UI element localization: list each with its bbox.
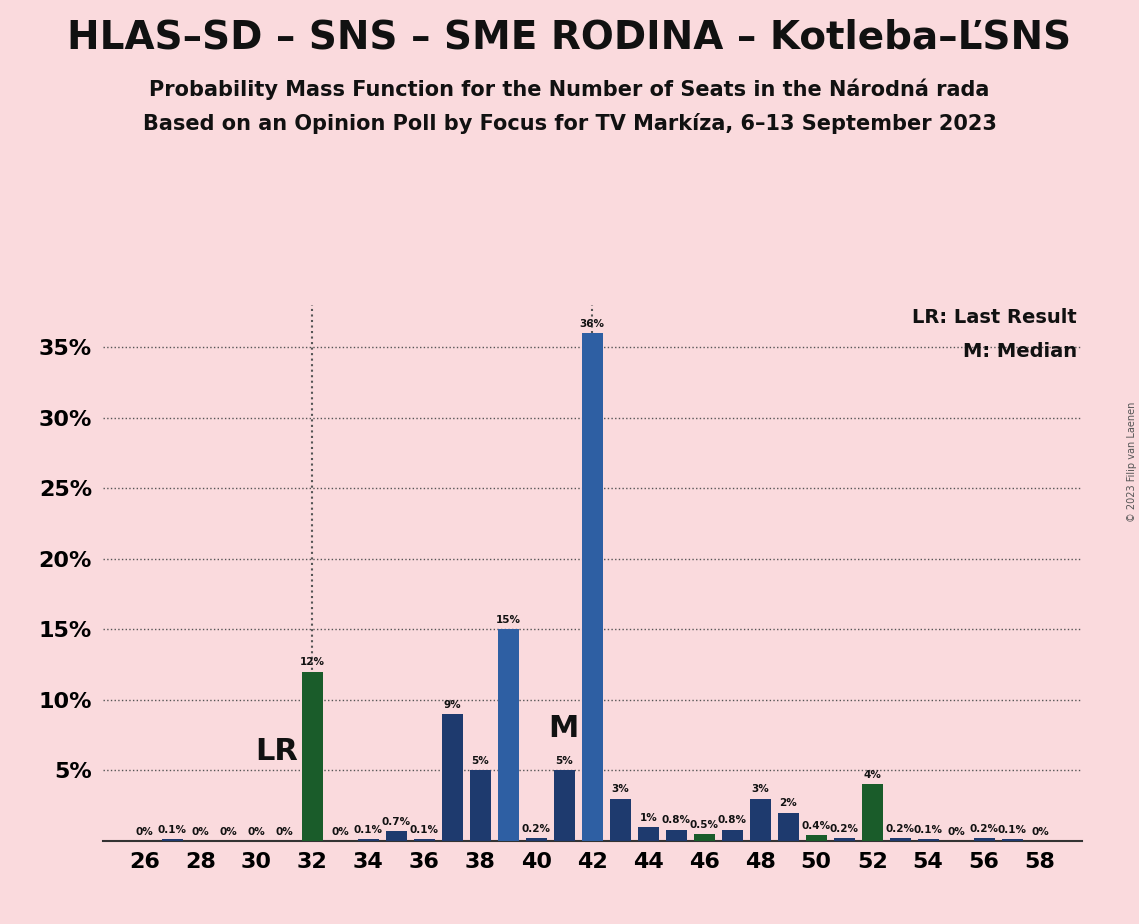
Text: 0.2%: 0.2% xyxy=(522,824,551,833)
Bar xyxy=(805,835,827,841)
Text: 0%: 0% xyxy=(136,827,154,836)
Text: LR: LR xyxy=(255,737,298,767)
Text: 0.5%: 0.5% xyxy=(690,820,719,830)
Text: Based on an Opinion Poll by Focus for TV Markíza, 6–13 September 2023: Based on an Opinion Poll by Focus for TV… xyxy=(142,113,997,134)
Bar xyxy=(302,672,323,841)
Text: Probability Mass Function for the Number of Seats in the Národná rada: Probability Mass Function for the Number… xyxy=(149,79,990,100)
Text: 5%: 5% xyxy=(472,756,490,766)
Bar xyxy=(974,838,994,841)
Text: 0.1%: 0.1% xyxy=(158,825,187,835)
Bar xyxy=(442,714,462,841)
Text: 36%: 36% xyxy=(580,319,605,329)
Bar xyxy=(1001,839,1023,841)
Text: 0.2%: 0.2% xyxy=(886,824,915,833)
Text: 0.1%: 0.1% xyxy=(913,825,943,835)
Text: 2%: 2% xyxy=(779,798,797,808)
Text: M: Median: M: Median xyxy=(964,343,1077,361)
Bar xyxy=(694,833,715,841)
Text: 0.1%: 0.1% xyxy=(354,825,383,835)
Text: 0.2%: 0.2% xyxy=(969,824,999,833)
Text: © 2023 Filip van Laenen: © 2023 Filip van Laenen xyxy=(1126,402,1137,522)
Text: HLAS–SD – SNS – SME RODINA – Kotleba–ĽSNS: HLAS–SD – SNS – SME RODINA – Kotleba–ĽSN… xyxy=(67,18,1072,56)
Bar xyxy=(413,839,435,841)
Text: 0.8%: 0.8% xyxy=(718,815,747,825)
Text: 9%: 9% xyxy=(443,699,461,710)
Text: 5%: 5% xyxy=(556,756,573,766)
Text: 0.7%: 0.7% xyxy=(382,817,411,827)
Bar xyxy=(162,839,183,841)
Text: 1%: 1% xyxy=(639,812,657,822)
Text: 0%: 0% xyxy=(191,827,210,836)
Bar xyxy=(834,838,854,841)
Text: 0.1%: 0.1% xyxy=(410,825,439,835)
Bar xyxy=(554,771,575,841)
Bar xyxy=(582,334,603,841)
Text: 0%: 0% xyxy=(220,827,237,836)
Text: 0.2%: 0.2% xyxy=(829,824,859,833)
Text: 0%: 0% xyxy=(276,827,294,836)
Bar xyxy=(749,798,771,841)
Text: M: M xyxy=(548,713,579,743)
Bar xyxy=(861,784,883,841)
Bar xyxy=(890,838,910,841)
Text: 3%: 3% xyxy=(612,784,629,795)
Text: 0.4%: 0.4% xyxy=(802,821,830,831)
Text: 3%: 3% xyxy=(752,784,769,795)
Bar xyxy=(526,838,547,841)
Bar xyxy=(470,771,491,841)
Bar xyxy=(498,629,519,841)
Bar xyxy=(638,827,658,841)
Text: 12%: 12% xyxy=(300,657,325,667)
Bar xyxy=(722,830,743,841)
Bar xyxy=(665,830,687,841)
Text: 0%: 0% xyxy=(948,827,965,836)
Text: 15%: 15% xyxy=(495,615,521,625)
Text: LR: Last Result: LR: Last Result xyxy=(912,308,1077,326)
Text: 0%: 0% xyxy=(1031,827,1049,836)
Bar xyxy=(358,839,379,841)
Bar xyxy=(609,798,631,841)
Text: 0%: 0% xyxy=(247,827,265,836)
Bar xyxy=(778,812,798,841)
Text: 0%: 0% xyxy=(331,827,350,836)
Bar xyxy=(386,831,407,841)
Text: 0.8%: 0.8% xyxy=(662,815,690,825)
Text: 4%: 4% xyxy=(863,771,882,780)
Bar xyxy=(918,839,939,841)
Text: 0.1%: 0.1% xyxy=(998,825,1026,835)
